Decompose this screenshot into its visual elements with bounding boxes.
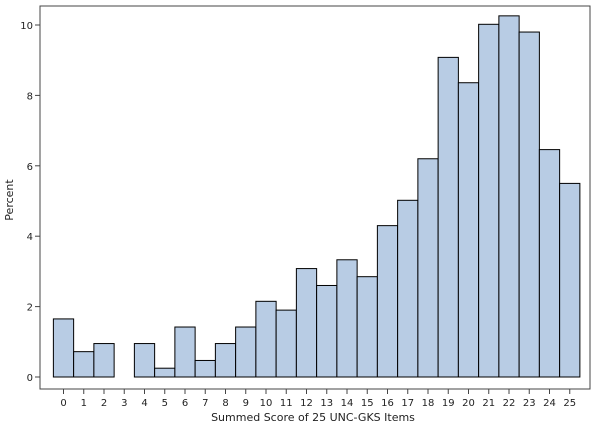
- x-tick-label-10: 10: [260, 398, 273, 409]
- x-tick-label-19: 19: [442, 398, 455, 409]
- x-tick-label-15: 15: [361, 398, 374, 409]
- y-tick-label-2: 2: [27, 303, 33, 314]
- x-tick-label-12: 12: [300, 398, 313, 409]
- bar-14: [336, 259, 358, 378]
- bar-19: [437, 56, 459, 378]
- bar-16: [376, 225, 399, 378]
- bar-20: [457, 82, 480, 378]
- bar-9: [235, 326, 257, 378]
- bar-2: [93, 343, 115, 378]
- x-tick-label-11: 11: [280, 398, 293, 409]
- bar-22: [498, 15, 520, 378]
- x-tick-label-13: 13: [320, 398, 333, 409]
- bar-6: [174, 326, 196, 378]
- x-tick-label-21: 21: [482, 398, 495, 409]
- x-tick-label-3: 3: [121, 398, 127, 409]
- x-tick-label-18: 18: [422, 398, 435, 409]
- x-tick-label-2: 2: [101, 398, 107, 409]
- bar-8: [214, 343, 237, 378]
- y-tick-label-4: 4: [27, 232, 33, 243]
- x-tick-label-7: 7: [202, 398, 208, 409]
- x-tick-label-8: 8: [222, 398, 228, 409]
- bar-10: [255, 300, 277, 378]
- x-tick-label-0: 0: [60, 398, 66, 409]
- bar-18: [417, 158, 439, 378]
- x-tick-label-22: 22: [503, 398, 516, 409]
- x-tick-label-9: 9: [243, 398, 249, 409]
- bar-11: [275, 309, 297, 378]
- bar-13: [316, 284, 338, 378]
- x-axis-label: Summed Score of 25 UNC-GKS Items: [211, 411, 415, 424]
- bar-0: [52, 318, 75, 378]
- bar-21: [478, 23, 500, 378]
- bar-1: [73, 351, 95, 378]
- y-tick-label-8: 8: [27, 91, 33, 102]
- bar-23: [518, 31, 540, 378]
- x-tick-label-16: 16: [381, 398, 394, 409]
- x-axis: 0 1 2 3 4 5 6 7 8 9 10 11 12 13 14 15 16 17 18 19 20 21 22 23 24…: [60, 389, 576, 409]
- x-tick-label-25: 25: [563, 398, 576, 409]
- y-axis: 0 2 4 6 8 10: [20, 21, 40, 384]
- bar-24: [538, 149, 561, 378]
- x-tick-label-14: 14: [341, 398, 354, 409]
- plot-frame: [39, 5, 591, 390]
- x-tick-label-5: 5: [162, 398, 168, 409]
- y-tick-label-6: 6: [27, 162, 33, 173]
- bar-5: [154, 367, 176, 378]
- x-tick-label-23: 23: [523, 398, 536, 409]
- x-tick-label-20: 20: [462, 398, 475, 409]
- x-tick-label-24: 24: [543, 398, 556, 409]
- bar-4: [133, 343, 156, 378]
- x-tick-label-4: 4: [141, 398, 147, 409]
- x-tick-label-1: 1: [81, 398, 87, 409]
- y-tick-label-10: 10: [20, 21, 33, 32]
- bar-25: [559, 182, 581, 378]
- y-tick-label-0: 0: [27, 373, 33, 384]
- bar-12: [295, 268, 318, 378]
- y-axis-label: Percent: [3, 179, 16, 221]
- bars-group: [52, 15, 581, 378]
- x-tick-label-17: 17: [401, 398, 414, 409]
- bar-15: [356, 276, 378, 378]
- x-tick-label-6: 6: [182, 398, 188, 409]
- bar-17: [397, 199, 419, 378]
- bar-7: [194, 359, 216, 378]
